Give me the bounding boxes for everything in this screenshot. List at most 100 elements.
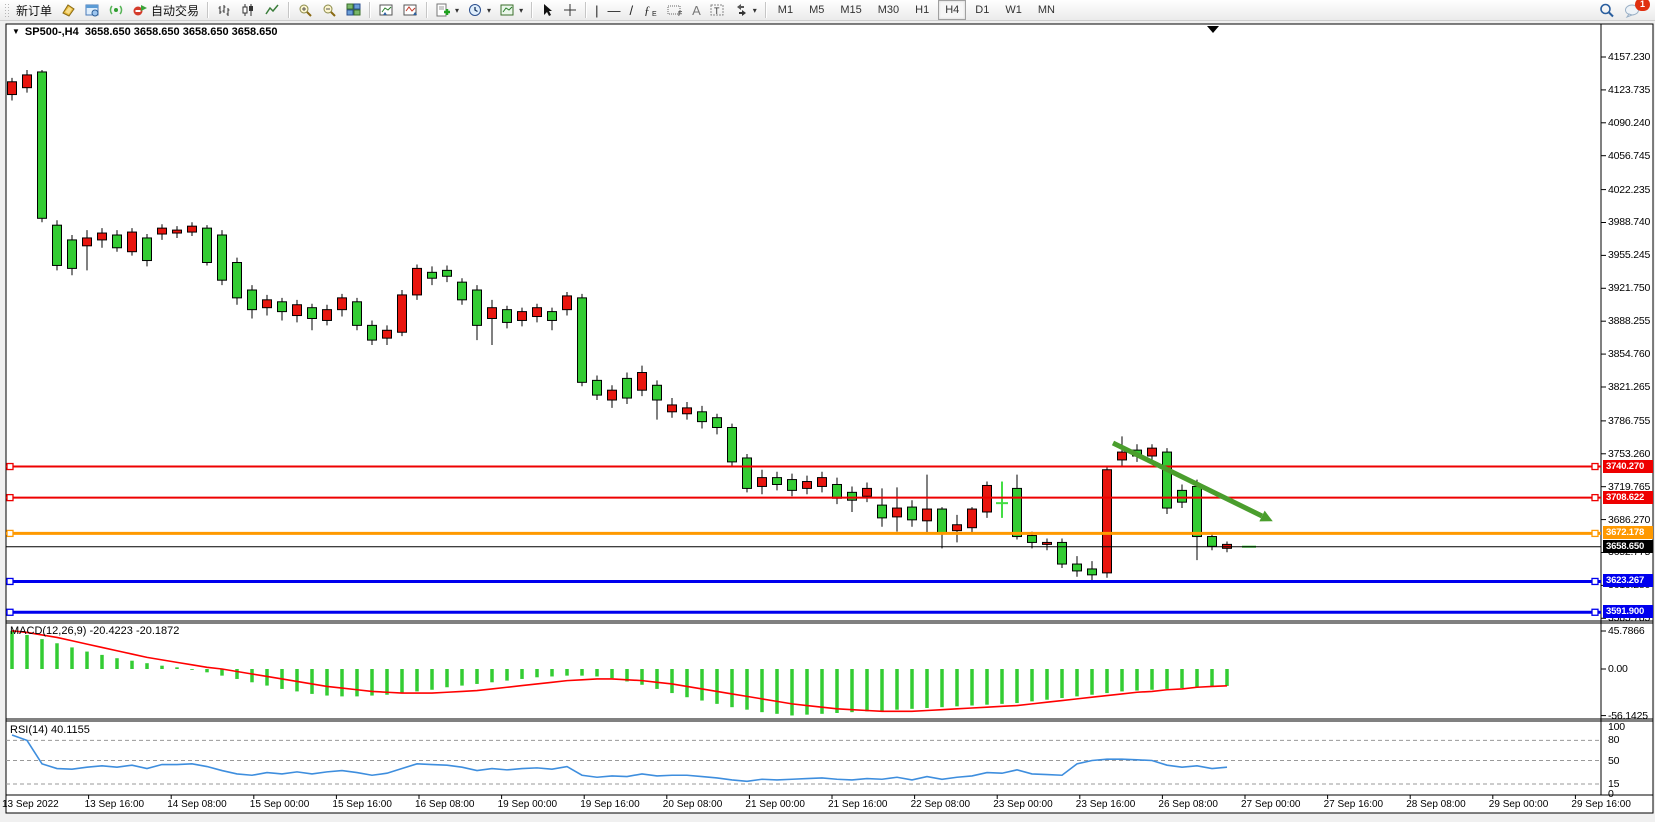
- candle-bearish: [727, 427, 737, 463]
- line-anchor-handle[interactable]: [6, 529, 14, 538]
- timeframe-m15[interactable]: M15: [840, 4, 862, 16]
- text-label-button[interactable]: T: [706, 1, 729, 19]
- channel-button[interactable]: F: [663, 1, 687, 19]
- candle-bearish: [1207, 536, 1217, 547]
- horizontal-line-icon: —: [607, 2, 621, 18]
- zoom-out-button[interactable]: [318, 1, 341, 19]
- candle-bullish: [532, 307, 542, 318]
- timeframe-h1[interactable]: H1: [915, 4, 930, 16]
- period-clock-dropdown[interactable]: ▾: [487, 5, 492, 15]
- line-anchor-handle[interactable]: [1591, 462, 1599, 471]
- candle-bearish: [1087, 568, 1097, 576]
- toolbar-separator: [288, 2, 291, 18]
- text-button[interactable]: A: [688, 1, 705, 19]
- candle-bullish: [922, 508, 932, 522]
- channel-icon: F: [667, 5, 682, 17]
- timeframe-mn[interactable]: MN: [1037, 4, 1055, 16]
- bar-chart-icon: [218, 5, 230, 16]
- line-anchor-handle[interactable]: [1591, 608, 1599, 616]
- macd-signal-line: [11, 630, 1228, 713]
- alerts-button[interactable]: [105, 1, 128, 19]
- candle-bearish: [1177, 489, 1187, 503]
- candle-bullish: [127, 231, 137, 253]
- period-clock-icon: [469, 4, 482, 16]
- line-anchor-handle[interactable]: [6, 462, 14, 471]
- timeframe-m30[interactable]: M30: [877, 4, 900, 16]
- candle-bullish: [682, 407, 692, 415]
- new-order-button[interactable]: 新订单: [12, 1, 56, 19]
- add-indicator-button[interactable]: ▾: [432, 1, 463, 19]
- candle-bearish: [232, 262, 242, 299]
- timeframe-h4[interactable]: H4: [938, 0, 967, 20]
- chat-button[interactable]: 1: [1620, 0, 1650, 19]
- bar-chart-button[interactable]: [213, 1, 236, 19]
- toolbar-separator: [764, 2, 767, 18]
- gold-stamp-button[interactable]: [57, 1, 80, 19]
- candle-bearish: [847, 491, 857, 501]
- vertical-line-button[interactable]: |: [591, 1, 602, 19]
- timeframe-m1[interactable]: M1: [777, 4, 794, 16]
- timeframe-group: M1 M5 M15 M30 H1 H4 D1 W1 MN: [771, 0, 1062, 20]
- indicator-window-button[interactable]: [375, 1, 398, 19]
- timeframe-d1[interactable]: D1: [975, 4, 990, 16]
- candle-bullish: [292, 304, 302, 317]
- main-toolbar: 新订单 自动交易: [0, 0, 1655, 21]
- arrows-dropdown[interactable]: ▾: [752, 5, 757, 15]
- rsi-line: [11, 734, 1228, 783]
- chart-profile-button[interactable]: [81, 1, 104, 19]
- tile-windows-icon: [346, 3, 361, 16]
- candle-bullish: [487, 307, 497, 319]
- search-icon: [1600, 3, 1614, 17]
- crosshair-icon: [564, 4, 577, 16]
- crosshair-button[interactable]: [559, 1, 581, 19]
- line-anchor-handle[interactable]: [1591, 577, 1599, 586]
- timeframe-m5[interactable]: M5: [809, 4, 825, 16]
- candle-bullish: [397, 294, 407, 333]
- arrows-icon: [736, 4, 746, 16]
- line-anchor-handle[interactable]: [6, 608, 14, 616]
- new-order-label: 新订单: [16, 3, 53, 18]
- line-anchor-handle[interactable]: [6, 577, 14, 586]
- candle-bullish: [982, 484, 992, 513]
- candle-bullish: [97, 232, 107, 241]
- candle-bearish: [472, 289, 482, 326]
- indicator-list-icon: [403, 4, 418, 16]
- search-button[interactable]: [1595, 1, 1619, 19]
- candle-bullish: [172, 229, 182, 234]
- line-anchor-handle[interactable]: [6, 493, 14, 502]
- horizontal-line-button[interactable]: —: [603, 1, 624, 19]
- candle-bullish: [757, 477, 767, 487]
- trendline-icon: /: [629, 2, 634, 18]
- line-anchor-handle[interactable]: [1591, 493, 1599, 502]
- template-dropdown[interactable]: ▾: [519, 5, 524, 15]
- auto-trading-button[interactable]: 自动交易: [129, 1, 203, 19]
- cursor-button[interactable]: [537, 1, 558, 19]
- template-button[interactable]: ▾: [496, 1, 527, 19]
- line-anchor-handle[interactable]: [1591, 529, 1599, 538]
- svg-text:T: T: [714, 6, 720, 16]
- vertical-line-icon: |: [595, 2, 599, 18]
- zoom-in-button[interactable]: [294, 1, 317, 19]
- arrows-button[interactable]: ▾: [730, 1, 761, 19]
- candle-bearish: [1072, 563, 1082, 572]
- candlestick-chart-button[interactable]: [237, 1, 260, 19]
- candle-bearish: [67, 239, 77, 269]
- tile-windows-button[interactable]: [342, 1, 365, 19]
- line-chart-button[interactable]: [261, 1, 284, 19]
- svg-text:E: E: [652, 11, 657, 17]
- add-indicator-dropdown[interactable]: ▾: [455, 5, 460, 15]
- candle-bullish: [562, 295, 572, 311]
- candle-bullish: [952, 524, 962, 532]
- candle-bearish: [652, 384, 662, 401]
- candle-bullish: [412, 267, 422, 296]
- trendline-button[interactable]: /: [625, 1, 637, 19]
- candle-bullish: [382, 329, 392, 339]
- toolbar-grip[interactable]: [4, 3, 9, 17]
- period-clock-button[interactable]: ▾: [464, 1, 495, 19]
- alerts-icon: [109, 5, 123, 15]
- trend-arrow-line[interactable]: [1111, 440, 1264, 519]
- timeframe-w1[interactable]: W1: [1005, 4, 1022, 16]
- indicator-list-button[interactable]: [399, 1, 422, 19]
